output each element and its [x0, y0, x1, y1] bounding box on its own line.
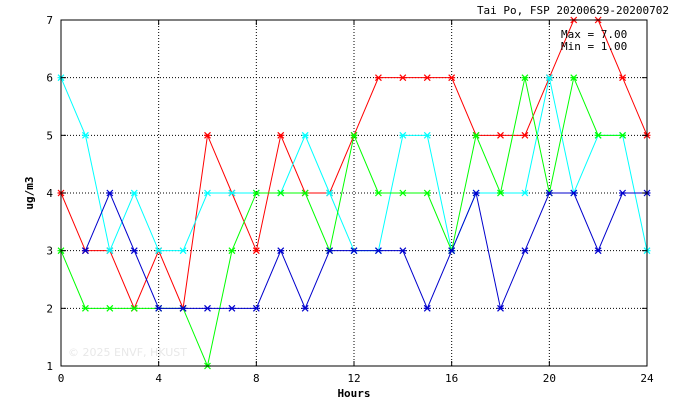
data-point: [130, 247, 138, 255]
data-point: [570, 189, 578, 197]
series-4: [81, 189, 651, 312]
x-tick-label: 24: [640, 372, 654, 385]
y-tick-label: 4: [46, 187, 53, 200]
data-point: [594, 247, 602, 255]
data-point: [619, 74, 627, 82]
data-point: [228, 189, 236, 197]
data-point: [301, 131, 309, 139]
data-point: [81, 131, 89, 139]
data-point: [326, 189, 334, 197]
data-point: [277, 131, 285, 139]
data-point: [399, 131, 407, 139]
data-point: [106, 247, 114, 255]
data-point: [301, 189, 309, 197]
y-axis-title: ug/m3: [23, 176, 36, 209]
data-point: [472, 131, 480, 139]
data-point: [228, 304, 236, 312]
x-tick-label: 0: [58, 372, 65, 385]
series-group: [57, 16, 651, 370]
data-point: [252, 304, 260, 312]
data-point: [448, 247, 456, 255]
x-tick-label: 16: [445, 372, 458, 385]
data-point: [472, 189, 480, 197]
data-point: [423, 74, 431, 82]
data-point: [155, 247, 163, 255]
y-tick-label: 5: [46, 129, 53, 142]
data-point: [619, 131, 627, 139]
series-3: [57, 74, 627, 370]
data-point: [252, 247, 260, 255]
data-point: [448, 74, 456, 82]
data-point: [374, 247, 382, 255]
data-point: [497, 189, 504, 197]
y-tick-label: 6: [46, 72, 53, 85]
data-point: [326, 247, 334, 255]
data-point: [594, 131, 602, 139]
data-point: [521, 189, 529, 197]
data-point: [521, 74, 529, 82]
data-point: [619, 189, 627, 197]
y-tick-label: 2: [46, 302, 53, 315]
min-annotation: Min = 1.00: [561, 40, 627, 53]
data-point: [374, 189, 382, 197]
watermark: © 2025 ENVF, HKUST: [68, 346, 187, 359]
data-point: [350, 247, 358, 255]
data-point: [204, 304, 211, 312]
data-point: [545, 74, 553, 82]
series-line: [60, 76, 623, 368]
data-point: [252, 189, 260, 197]
y-tick-label: 3: [46, 245, 53, 258]
data-point: [277, 247, 285, 255]
data-point: [545, 189, 553, 197]
data-point: [374, 74, 382, 82]
data-point: [204, 189, 211, 197]
data-point: [497, 304, 504, 312]
x-tick-label: 8: [253, 372, 260, 385]
data-point: [204, 131, 211, 139]
data-point: [423, 189, 431, 197]
data-point: [301, 304, 309, 312]
data-point: [350, 131, 358, 139]
data-point: [497, 131, 504, 139]
data-point: [399, 74, 407, 82]
data-point: [179, 247, 187, 255]
y-tick-label: 7: [46, 14, 53, 27]
x-tick-label: 4: [155, 372, 162, 385]
series-line: [84, 191, 647, 310]
data-point: [399, 247, 407, 255]
x-tick-label: 20: [543, 372, 556, 385]
data-point: [106, 304, 114, 312]
data-point: [521, 247, 529, 255]
data-point: [423, 131, 431, 139]
data-point: [228, 247, 236, 255]
data-point: [570, 74, 578, 82]
data-point: [81, 247, 89, 255]
data-point: [277, 189, 285, 197]
y-tick-label: 1: [46, 360, 53, 373]
data-point: [179, 304, 187, 312]
data-point: [155, 304, 163, 312]
max-annotation: Max = 7.00: [561, 28, 627, 41]
data-point: [423, 304, 431, 312]
chart-title: Tai Po, FSP 20200629-20200702: [477, 4, 669, 17]
x-axis-title: Hours: [337, 387, 370, 400]
data-point: [81, 304, 89, 312]
data-point: [130, 304, 138, 312]
data-point: [399, 189, 407, 197]
x-tick-label: 12: [347, 372, 360, 385]
data-point: [130, 189, 138, 197]
data-point: [106, 189, 114, 197]
data-point: [521, 131, 529, 139]
